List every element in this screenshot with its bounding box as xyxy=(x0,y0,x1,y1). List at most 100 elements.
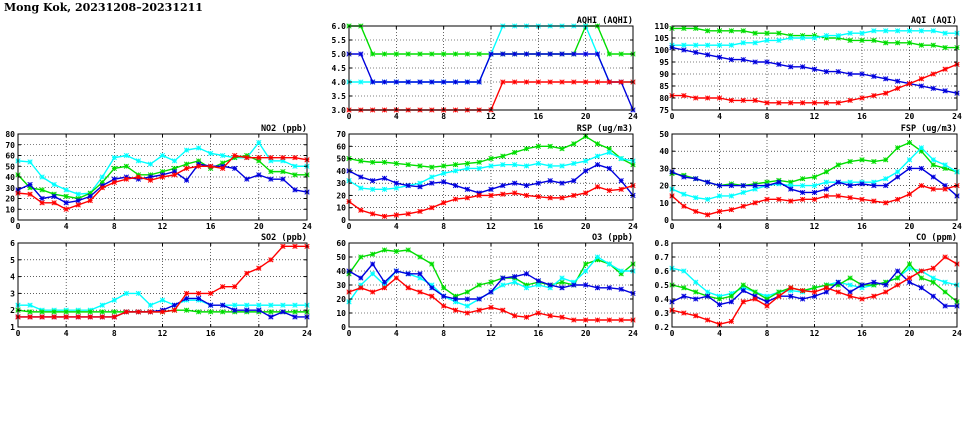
data-point-blue xyxy=(559,285,565,291)
data-point-blue xyxy=(429,180,435,186)
data-point-blue xyxy=(618,286,624,292)
data-point-green xyxy=(63,309,69,315)
data-point-blue xyxy=(728,299,735,305)
data-point-green xyxy=(268,309,274,315)
data-point-blue xyxy=(75,197,81,204)
data-point-blue xyxy=(704,52,711,58)
data-point-red xyxy=(942,186,948,192)
data-point-blue xyxy=(930,174,936,180)
data-point-cyan xyxy=(716,193,723,199)
data-point-cyan xyxy=(280,158,286,164)
y-tick-label: 80 xyxy=(659,94,669,103)
data-point-green xyxy=(27,185,33,191)
data-point-blue xyxy=(280,309,286,315)
data-point-red xyxy=(159,309,166,315)
data-point-red xyxy=(693,313,699,319)
data-point-blue xyxy=(358,51,364,57)
y-tick-label: 60 xyxy=(336,142,346,151)
data-point-blue xyxy=(835,68,841,75)
data-point-red xyxy=(716,95,723,101)
data-point-cyan xyxy=(618,155,624,162)
y-tick-label: 10 xyxy=(659,199,669,208)
x-tick-label: 4 xyxy=(64,222,69,231)
y-tick-label: 30 xyxy=(659,164,669,173)
data-point-red xyxy=(583,317,589,323)
data-point-red xyxy=(256,265,262,271)
data-point-green xyxy=(740,28,746,34)
data-point-red xyxy=(799,196,806,203)
data-point-blue xyxy=(752,293,758,299)
data-point-blue xyxy=(523,51,530,57)
data-point-green xyxy=(799,176,806,182)
data-point-green xyxy=(405,162,411,168)
data-point-red xyxy=(788,100,794,106)
data-point-blue xyxy=(559,51,565,57)
data-point-cyan xyxy=(681,191,687,197)
data-point-green xyxy=(183,307,190,313)
data-point-red xyxy=(268,154,274,161)
data-point-green xyxy=(906,139,913,146)
data-point-green xyxy=(859,157,865,163)
data-point-green xyxy=(417,163,423,169)
data-point-red xyxy=(87,197,93,204)
data-point-blue xyxy=(918,165,925,172)
data-point-red xyxy=(87,314,93,320)
data-point-green xyxy=(63,193,69,200)
data-point-red xyxy=(799,100,806,106)
data-point-cyan xyxy=(523,285,530,291)
x-tick-label: 24 xyxy=(952,222,962,231)
y-tick-label: 0.7 xyxy=(655,253,670,262)
x-tick-label: 20 xyxy=(581,112,591,121)
data-point-red xyxy=(135,309,142,315)
data-point-blue xyxy=(183,295,190,302)
data-point-blue xyxy=(547,178,553,184)
data-point-blue xyxy=(942,303,948,309)
data-point-red xyxy=(99,314,105,320)
data-point-blue xyxy=(704,179,711,185)
data-point-red xyxy=(883,200,889,206)
data-point-red xyxy=(883,90,889,96)
data-point-red xyxy=(195,163,202,169)
data-point-red xyxy=(393,275,399,281)
data-point-blue xyxy=(500,182,506,189)
data-point-blue xyxy=(381,79,388,85)
x-tick-label: 24 xyxy=(628,222,638,231)
y-tick-label: 3 xyxy=(10,289,15,298)
data-point-blue xyxy=(535,51,541,57)
data-point-cyan xyxy=(358,185,364,191)
data-point-green xyxy=(405,247,411,253)
y-tick-label: 1 xyxy=(10,323,15,332)
data-point-red xyxy=(559,79,565,85)
data-point-red xyxy=(171,172,178,178)
x-tick-label: 16 xyxy=(857,329,867,338)
data-point-cyan xyxy=(147,161,154,167)
data-point-green xyxy=(811,285,818,291)
data-point-red xyxy=(764,196,770,203)
x-tick-label: 12 xyxy=(158,222,168,231)
data-point-blue xyxy=(393,79,399,85)
data-point-cyan xyxy=(370,186,376,192)
y-tick-label: 5 xyxy=(10,256,15,265)
data-point-green xyxy=(883,40,889,46)
data-point-green xyxy=(292,309,298,315)
data-point-green xyxy=(942,289,948,295)
data-point-blue xyxy=(464,186,470,192)
data-point-red xyxy=(135,174,142,180)
data-point-blue xyxy=(208,302,214,308)
x-tick-label: 0 xyxy=(347,222,352,231)
x-tick-label: 4 xyxy=(64,329,69,338)
data-point-blue xyxy=(571,51,577,57)
data-point-blue xyxy=(441,293,447,299)
data-point-green xyxy=(835,35,841,41)
data-point-cyan xyxy=(547,285,553,291)
data-point-red xyxy=(195,290,202,297)
data-point-cyan xyxy=(429,282,435,288)
data-point-green xyxy=(417,51,423,57)
data-point-green xyxy=(571,141,577,147)
data-point-cyan xyxy=(859,30,865,36)
data-point-blue xyxy=(883,282,889,288)
data-point-red xyxy=(776,100,782,106)
y-tick-label: 5.0 xyxy=(332,50,347,59)
chart-title: SO2 (ppb) xyxy=(261,233,307,243)
